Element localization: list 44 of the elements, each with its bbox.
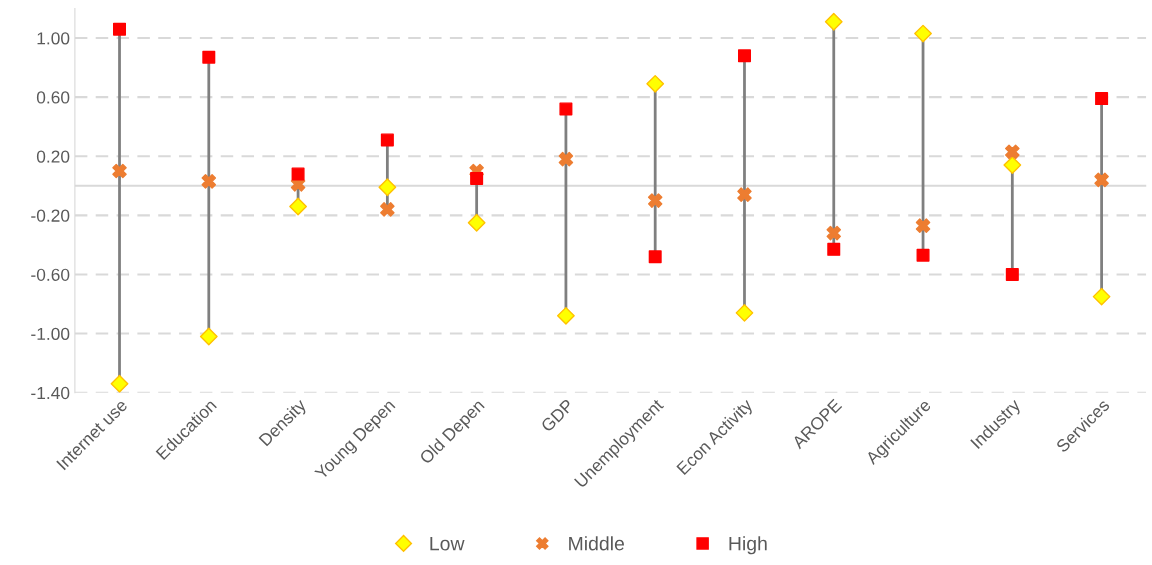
point bbox=[467, 213, 486, 232]
legend-label: High bbox=[729, 536, 767, 555]
y-tick-label: -1.40 bbox=[31, 386, 70, 400]
point bbox=[827, 242, 841, 256]
point bbox=[1095, 92, 1109, 106]
point bbox=[113, 22, 127, 36]
point bbox=[199, 327, 218, 346]
point bbox=[470, 171, 484, 185]
y-tick-label: 1.00 bbox=[37, 32, 70, 45]
y-tick-label: -0.20 bbox=[31, 209, 70, 222]
point bbox=[648, 250, 662, 264]
point bbox=[1092, 287, 1111, 306]
point bbox=[557, 306, 575, 325]
point bbox=[559, 102, 573, 116]
point bbox=[112, 163, 127, 179]
point bbox=[1094, 172, 1109, 188]
point bbox=[291, 167, 305, 181]
point bbox=[1005, 144, 1020, 160]
y-tick-label: 0.20 bbox=[36, 150, 70, 163]
y-tick-label: 0.60 bbox=[36, 91, 70, 104]
point bbox=[737, 49, 751, 63]
point bbox=[735, 303, 754, 322]
point bbox=[380, 202, 395, 217]
point bbox=[380, 133, 394, 147]
point bbox=[824, 12, 843, 31]
y-tick-label: -1.00 bbox=[31, 327, 70, 341]
point bbox=[378, 178, 397, 197]
point bbox=[646, 74, 665, 93]
legend-label: Low bbox=[430, 536, 465, 551]
y-tick-label: -0.60 bbox=[31, 268, 70, 281]
point bbox=[914, 24, 932, 43]
point bbox=[202, 50, 216, 64]
legend-label: Middle bbox=[569, 536, 624, 551]
point bbox=[1005, 267, 1019, 281]
point bbox=[737, 187, 752, 202]
point bbox=[558, 151, 574, 167]
point bbox=[916, 248, 930, 262]
point bbox=[289, 197, 307, 216]
point bbox=[647, 193, 663, 208]
point bbox=[201, 174, 217, 189]
point bbox=[826, 225, 842, 241]
point bbox=[915, 218, 931, 233]
point bbox=[1003, 156, 1022, 175]
point bbox=[110, 374, 129, 393]
